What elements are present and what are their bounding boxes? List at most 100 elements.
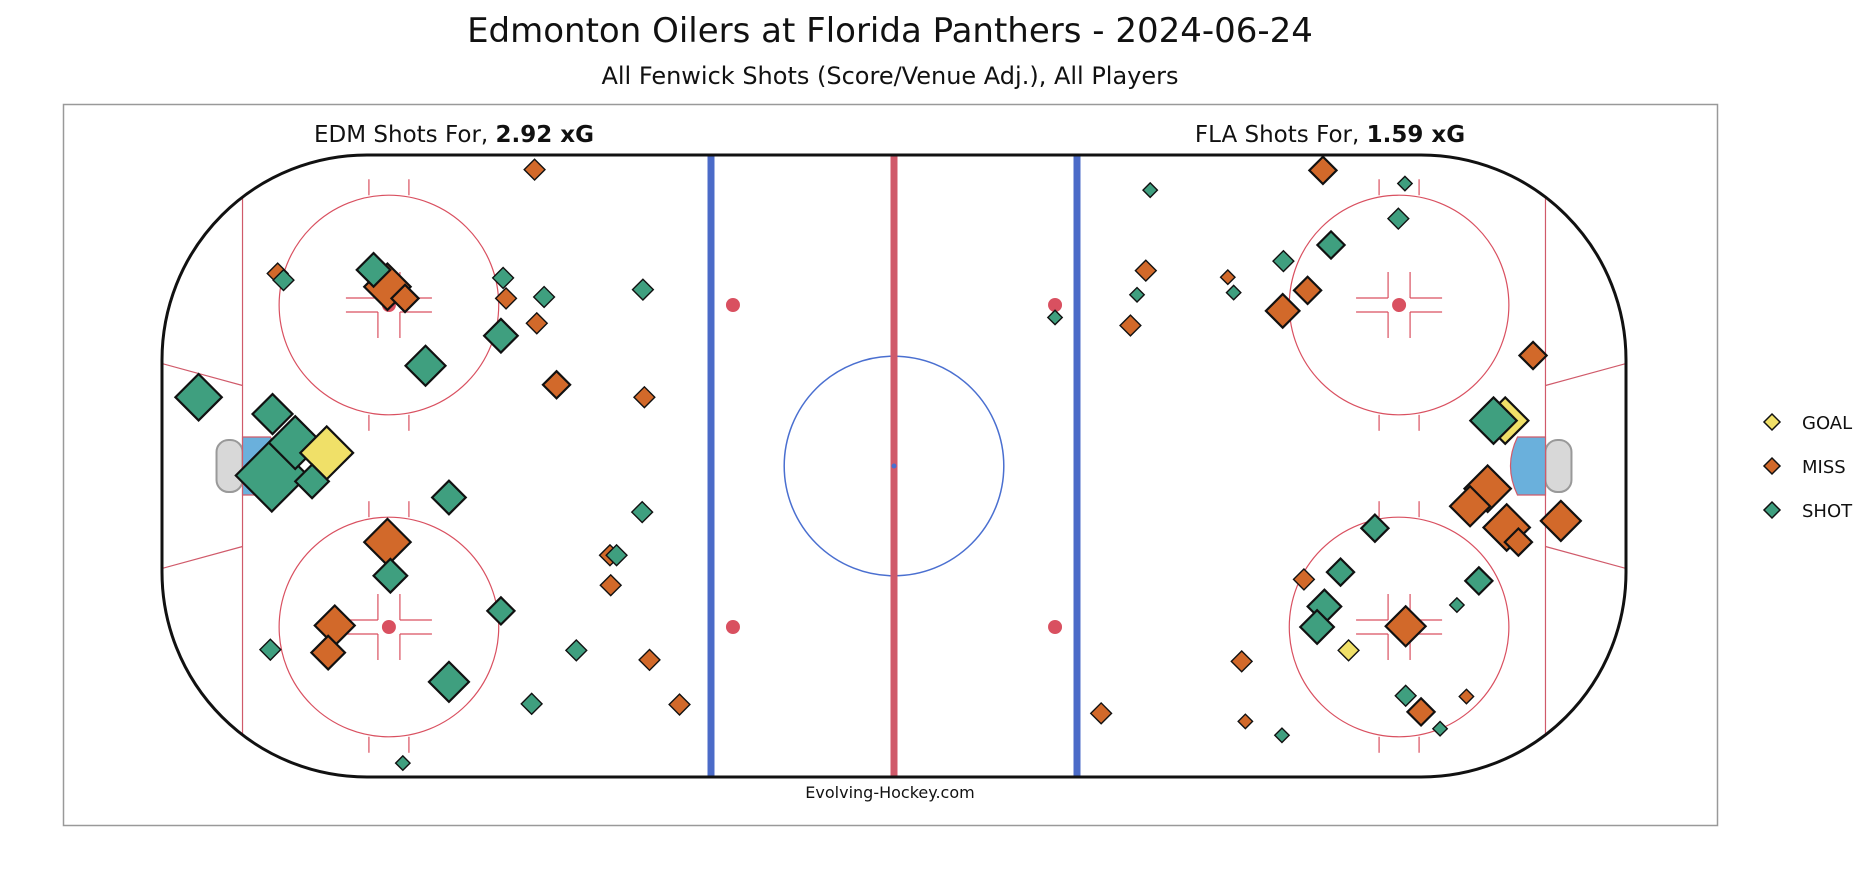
shot-point-shot bbox=[173, 372, 224, 422]
shot-point-shot bbox=[355, 251, 392, 289]
shot-point-miss bbox=[1517, 340, 1549, 371]
shot-point-shot bbox=[394, 754, 412, 772]
shot-point-shot bbox=[293, 463, 331, 500]
shot-point-shot bbox=[272, 268, 295, 292]
shot-point-shot bbox=[258, 638, 282, 662]
faceoff-circle bbox=[278, 194, 500, 416]
faceoff-circle bbox=[278, 516, 500, 738]
shot-point-shot bbox=[482, 317, 520, 355]
shot-point-miss bbox=[1448, 484, 1492, 528]
shot-point-shot bbox=[1386, 207, 1410, 231]
faceoff-dot bbox=[381, 619, 396, 634]
shot-point-shot bbox=[1142, 181, 1159, 199]
neutral-zone-dot bbox=[725, 619, 740, 634]
shot-point-miss bbox=[1462, 463, 1513, 514]
shot-point-miss bbox=[1539, 499, 1583, 543]
shot-point-shot bbox=[1468, 395, 1519, 446]
shot-point-shot bbox=[1448, 596, 1466, 614]
shot-point-miss bbox=[309, 634, 347, 671]
shot-point-shot bbox=[1298, 608, 1336, 646]
shot-point-miss bbox=[1089, 701, 1113, 725]
shot-point-miss bbox=[525, 311, 549, 335]
right-crease bbox=[1509, 436, 1547, 496]
legend-label-shot: SHOT bbox=[1802, 501, 1853, 522]
shot-point-goal bbox=[1337, 639, 1360, 662]
shot-point-shot bbox=[520, 692, 544, 716]
right-panel-prefix: FLA Shots For, bbox=[1195, 122, 1367, 148]
shot-point-shot bbox=[372, 557, 409, 595]
left-blue-line bbox=[707, 155, 715, 777]
shot-points bbox=[173, 155, 1583, 772]
rink-boards bbox=[160, 153, 1628, 779]
shot-point-miss bbox=[1384, 604, 1428, 648]
shot-point-miss bbox=[1134, 259, 1158, 283]
shot-point-shot bbox=[491, 266, 515, 290]
neutral-zone-dot bbox=[1048, 619, 1063, 634]
left-panel-prefix: EDM Shots For, bbox=[314, 122, 496, 148]
shot-point-shot bbox=[605, 543, 628, 567]
shot-point-shot bbox=[403, 344, 448, 388]
trapezoid-line bbox=[1545, 362, 1626, 387]
shot-point-shot bbox=[1359, 513, 1391, 544]
shot-point-shot bbox=[427, 660, 471, 704]
shot-point-miss bbox=[1237, 713, 1254, 730]
shot-point-miss bbox=[1503, 526, 1534, 558]
shot-point-miss bbox=[668, 693, 691, 716]
faceoff-circle bbox=[1288, 516, 1510, 738]
left-panel-xg: 2.92 xG bbox=[496, 122, 594, 148]
shot-point-miss bbox=[632, 385, 656, 409]
shot-point-miss bbox=[1264, 292, 1302, 330]
legend-label-goal: GOAL bbox=[1802, 413, 1852, 434]
shot-point-miss bbox=[494, 287, 518, 310]
legend-label-miss: MISS bbox=[1802, 457, 1846, 478]
neutral-zone-dot bbox=[1048, 298, 1063, 313]
chart-subtitle: All Fenwick Shots (Score/Venue Adj.), Al… bbox=[601, 62, 1178, 90]
shot-point-shot bbox=[1272, 249, 1295, 273]
rink-markings bbox=[162, 155, 1626, 777]
rink bbox=[160, 153, 1628, 779]
legend-marker-miss bbox=[1762, 456, 1782, 476]
shot-point-shot bbox=[1325, 556, 1356, 588]
shot-point-shot bbox=[430, 479, 468, 516]
plot-frame bbox=[62, 103, 1719, 827]
shot-point-miss bbox=[599, 573, 623, 597]
shot-point-shot bbox=[532, 285, 556, 309]
legend-marker-shot bbox=[1762, 500, 1782, 520]
shot-point-miss bbox=[1458, 688, 1475, 705]
shot-point-shot bbox=[1046, 309, 1064, 326]
shot-point-shot bbox=[630, 500, 654, 524]
chart-title: Edmonton Oilers at Florida Panthers - 20… bbox=[467, 11, 1313, 51]
shot-point-shot bbox=[1394, 684, 1418, 708]
shot-point-miss bbox=[1405, 696, 1437, 728]
shot-point-shot bbox=[1128, 286, 1146, 303]
shot-point-shot bbox=[1225, 284, 1242, 301]
shot-point-miss bbox=[362, 517, 413, 567]
faceoff-dot bbox=[1392, 298, 1407, 313]
left-net bbox=[215, 439, 244, 493]
shot-point-shot bbox=[1315, 229, 1347, 261]
right-panel-xg: 1.59 xG bbox=[1367, 122, 1465, 148]
right-blue-line bbox=[1073, 155, 1081, 777]
shot-point-shot bbox=[564, 639, 588, 662]
center-dot bbox=[891, 463, 897, 469]
legend-marker-goal bbox=[1762, 412, 1782, 432]
shot-point-miss bbox=[1230, 649, 1254, 673]
shot-point-miss bbox=[1292, 568, 1316, 591]
trapezoid-line bbox=[162, 545, 243, 570]
shot-point-miss bbox=[523, 158, 546, 182]
shot-point-shot bbox=[1396, 175, 1414, 192]
neutral-zone-dot bbox=[725, 298, 740, 313]
shot-point-shot bbox=[250, 392, 295, 436]
right-net bbox=[1544, 439, 1573, 493]
shot-point-miss bbox=[541, 369, 572, 400]
shot-point-miss bbox=[638, 648, 661, 672]
left-panel-header: EDM Shots For, 2.92 xG bbox=[314, 122, 594, 148]
shot-point-shot bbox=[631, 278, 655, 302]
legend: GOAL MISS SHOT bbox=[1762, 412, 1853, 522]
shot-point-miss bbox=[1307, 155, 1339, 186]
shot-point-miss bbox=[1219, 269, 1236, 286]
shot-point-miss bbox=[389, 283, 421, 314]
shot-point-shot bbox=[1273, 727, 1291, 744]
right-panel-header: FLA Shots For, 1.59 xG bbox=[1195, 122, 1465, 148]
